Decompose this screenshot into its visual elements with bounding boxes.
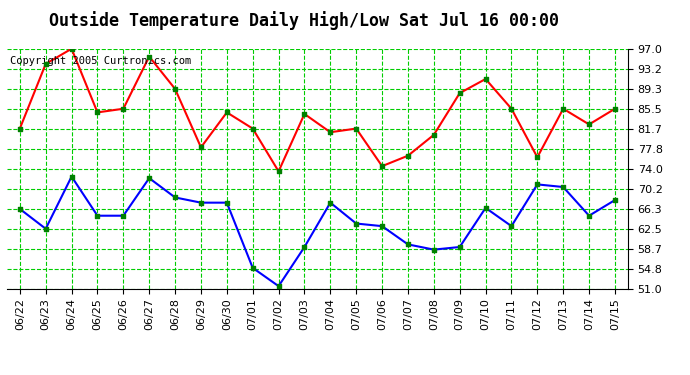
Point xyxy=(428,247,440,253)
Point xyxy=(247,265,258,271)
Point xyxy=(273,283,284,289)
Point xyxy=(273,168,284,174)
Point xyxy=(325,200,336,206)
Point xyxy=(40,61,51,67)
Point xyxy=(402,242,413,248)
Point xyxy=(144,54,155,60)
Point xyxy=(506,106,517,112)
Point xyxy=(584,122,595,128)
Point xyxy=(402,153,413,159)
Point xyxy=(144,175,155,181)
Point xyxy=(609,197,620,203)
Point xyxy=(351,126,362,132)
Point xyxy=(221,110,233,116)
Text: Copyright 2005 Curtronics.com: Copyright 2005 Curtronics.com xyxy=(10,56,191,66)
Point xyxy=(195,144,206,150)
Point xyxy=(195,200,206,206)
Point xyxy=(454,244,465,250)
Point xyxy=(40,226,51,232)
Point xyxy=(66,46,77,52)
Point xyxy=(92,110,103,116)
Point xyxy=(428,132,440,138)
Point xyxy=(118,213,129,219)
Point xyxy=(14,206,26,212)
Point xyxy=(118,106,129,112)
Point xyxy=(299,244,310,250)
Point xyxy=(558,184,569,190)
Point xyxy=(92,213,103,219)
Point xyxy=(558,106,569,112)
Point xyxy=(584,213,595,219)
Point xyxy=(377,163,388,169)
Point xyxy=(480,205,491,211)
Point xyxy=(66,174,77,180)
Point xyxy=(14,126,26,132)
Point xyxy=(325,129,336,135)
Point xyxy=(532,182,543,188)
Point xyxy=(170,195,181,201)
Point xyxy=(221,200,233,206)
Point xyxy=(506,223,517,229)
Point xyxy=(247,126,258,132)
Point xyxy=(480,76,491,82)
Point xyxy=(299,111,310,117)
Point xyxy=(609,106,620,112)
Point xyxy=(377,223,388,229)
Text: Outside Temperature Daily High/Low Sat Jul 16 00:00: Outside Temperature Daily High/Low Sat J… xyxy=(48,11,559,30)
Point xyxy=(351,220,362,226)
Point xyxy=(170,86,181,92)
Point xyxy=(454,90,465,96)
Point xyxy=(532,154,543,160)
